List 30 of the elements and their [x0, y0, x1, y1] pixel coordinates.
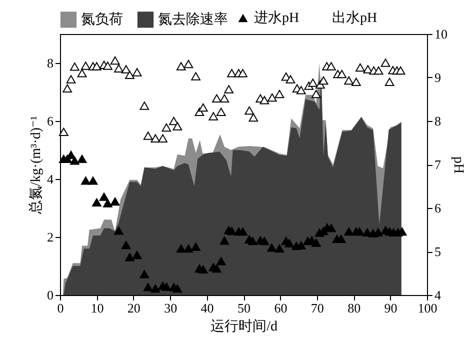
y2-tick-label: 4: [434, 288, 442, 302]
y-tick-label: 2: [47, 230, 54, 244]
x-tick-label: 90: [384, 300, 398, 316]
y2-tick-label: 9: [434, 70, 441, 85]
x-tick-label: 60: [274, 300, 288, 316]
y2-tick-label: 8: [434, 114, 441, 128]
x-tick-label: 20: [127, 300, 140, 316]
x-tick-label: 30: [164, 300, 178, 316]
x-tick-label: 100: [418, 300, 438, 316]
y2-axis-title: pH: [450, 156, 466, 174]
x-tick-label: 0: [57, 300, 64, 316]
x-tick-label: 50: [238, 300, 250, 316]
y2-tick-label: 10: [434, 26, 448, 42]
text: 出水pH: [332, 10, 378, 26]
x-tick-label: 40: [200, 300, 214, 316]
y2-tick-label: 5: [434, 244, 441, 259]
y-tick-label: 4: [47, 172, 54, 186]
x-tick-label: 80: [348, 300, 361, 316]
legend-label: 进水pH: [254, 10, 300, 26]
x-axis-title: 运行时间/d: [210, 318, 278, 334]
y-tick-label: 8: [47, 56, 54, 70]
y2-tick-label: 7: [434, 157, 442, 172]
y2-tick-label: 6: [434, 200, 442, 216]
y-tick-label: 6: [47, 114, 54, 128]
y-axis-title: 总氮/kg·(m³·d)⁻¹: [28, 116, 44, 216]
y-tick-label: 0: [47, 288, 54, 302]
legend-label: 氮去除速率: [158, 12, 228, 28]
legend-label: 氮负荷: [81, 12, 123, 28]
x-tick-label: 70: [310, 300, 324, 316]
x-tick-label: 10: [90, 300, 104, 316]
